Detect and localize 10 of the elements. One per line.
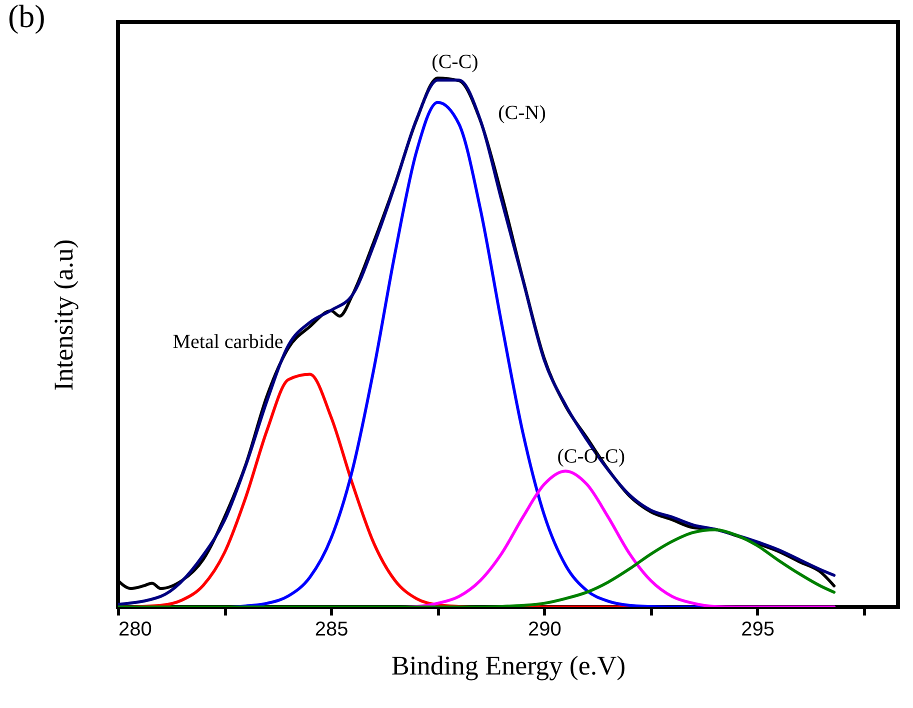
x-tick-label: 285 [314,618,348,640]
x-axis-title: Binding Energy (e.V) [391,650,626,680]
y-axis-title: Intensity (a.u) [48,239,78,391]
x-tick-label: 290 [528,618,562,640]
x-tick-label: 295 [741,618,775,640]
annotation: (C-N) [498,102,546,124]
text: (C-C) [432,51,478,73]
annotation: Metal carbide [172,331,284,353]
x-tick-label: 280 [118,618,152,640]
text: (b) [8,0,46,34]
